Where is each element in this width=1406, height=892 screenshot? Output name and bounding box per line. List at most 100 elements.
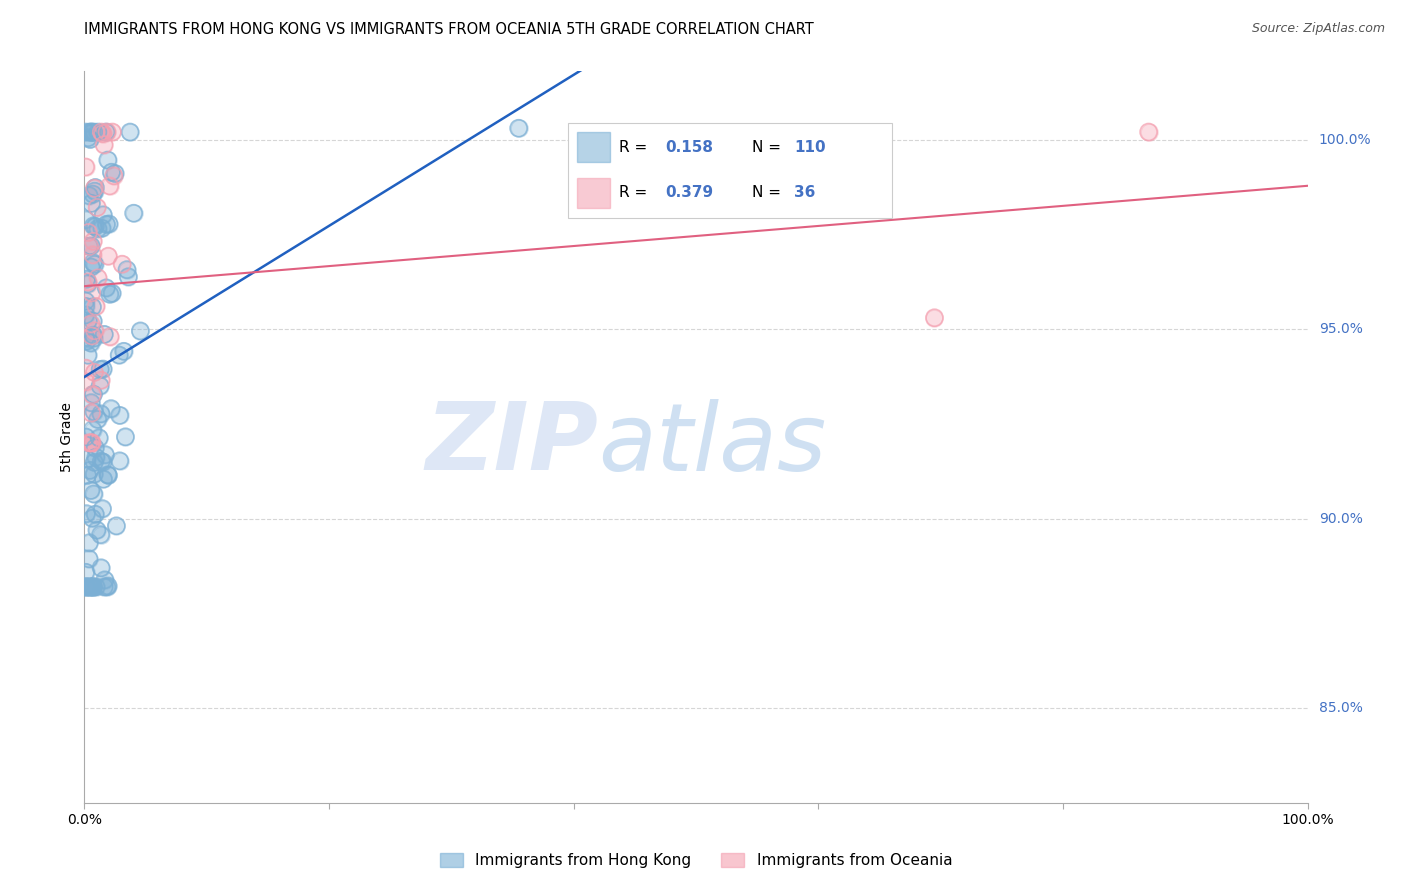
Point	[129, 324, 152, 338]
Point	[83, 455, 105, 469]
Point	[82, 125, 104, 139]
Point	[76, 277, 98, 291]
Point	[97, 217, 120, 231]
Point	[93, 580, 115, 594]
Point	[111, 257, 134, 271]
Point	[90, 221, 112, 235]
Point	[76, 277, 98, 291]
Point	[80, 435, 103, 450]
Point	[98, 287, 121, 301]
Point	[82, 511, 104, 525]
Point	[82, 423, 104, 437]
Point	[80, 239, 103, 253]
Point	[80, 395, 103, 409]
Point	[79, 335, 101, 350]
Point	[79, 580, 101, 594]
Point	[75, 212, 97, 227]
Point	[90, 407, 112, 421]
Point	[79, 463, 101, 477]
Point	[122, 206, 145, 220]
Point	[84, 441, 107, 455]
Point	[82, 255, 104, 269]
Point	[93, 580, 115, 594]
Point	[83, 181, 105, 195]
Point	[83, 125, 105, 139]
Point	[97, 579, 120, 593]
Point	[80, 125, 103, 139]
Point	[82, 187, 104, 202]
Point	[91, 127, 114, 141]
Point	[75, 125, 97, 139]
Point	[93, 327, 115, 342]
Point	[82, 580, 104, 594]
Point	[89, 431, 111, 445]
Point	[76, 334, 98, 348]
Point	[96, 218, 118, 232]
Point	[924, 310, 946, 325]
Point	[86, 201, 108, 215]
Point	[91, 501, 114, 516]
Point	[84, 580, 107, 594]
Point	[84, 580, 107, 594]
Text: 90.0%: 90.0%	[1319, 511, 1362, 525]
Point	[90, 221, 112, 235]
Point	[75, 330, 97, 344]
Point	[75, 330, 97, 344]
Text: 85.0%: 85.0%	[1319, 701, 1362, 715]
Point	[79, 125, 101, 139]
Point	[82, 387, 104, 401]
Point	[87, 125, 110, 139]
Point	[83, 324, 105, 338]
Point	[93, 573, 115, 587]
Point	[97, 217, 120, 231]
Point	[75, 361, 97, 376]
Point	[79, 132, 101, 146]
Point	[75, 294, 97, 309]
Point	[75, 299, 97, 313]
Point	[80, 260, 103, 274]
Point	[101, 125, 124, 139]
Point	[82, 328, 104, 343]
Point	[101, 125, 124, 139]
Point	[77, 239, 100, 253]
Point	[84, 441, 107, 455]
Point	[97, 467, 120, 482]
Point	[96, 218, 118, 232]
Point	[76, 468, 98, 483]
Point	[83, 487, 105, 501]
Point	[79, 535, 101, 549]
Point	[104, 166, 127, 180]
Point	[80, 435, 103, 450]
Point	[82, 580, 104, 594]
Point	[76, 580, 98, 594]
Point	[105, 518, 128, 533]
Point	[86, 201, 108, 215]
Text: 100.0%: 100.0%	[1319, 133, 1371, 146]
Point	[84, 219, 107, 234]
Point	[1137, 125, 1160, 139]
Point	[77, 226, 100, 240]
Point	[75, 375, 97, 389]
Point	[84, 507, 107, 521]
Point	[82, 511, 104, 525]
Point	[83, 331, 105, 345]
Point	[83, 467, 105, 481]
Point	[111, 257, 134, 271]
Point	[90, 125, 112, 139]
Point	[83, 365, 105, 379]
Point	[91, 208, 114, 222]
Point	[97, 467, 120, 482]
Point	[97, 249, 120, 263]
Point	[80, 483, 103, 498]
Point	[75, 125, 97, 139]
Text: IMMIGRANTS FROM HONG KONG VS IMMIGRANTS FROM OCEANIA 5TH GRADE CORRELATION CHART: IMMIGRANTS FROM HONG KONG VS IMMIGRANTS …	[84, 22, 814, 37]
Text: atlas: atlas	[598, 399, 827, 490]
Point	[79, 535, 101, 549]
Point	[80, 285, 103, 300]
Point	[84, 300, 107, 314]
Point	[82, 387, 104, 401]
Point	[100, 165, 122, 179]
Point	[96, 580, 118, 594]
Point	[77, 275, 100, 289]
Point	[83, 455, 105, 469]
